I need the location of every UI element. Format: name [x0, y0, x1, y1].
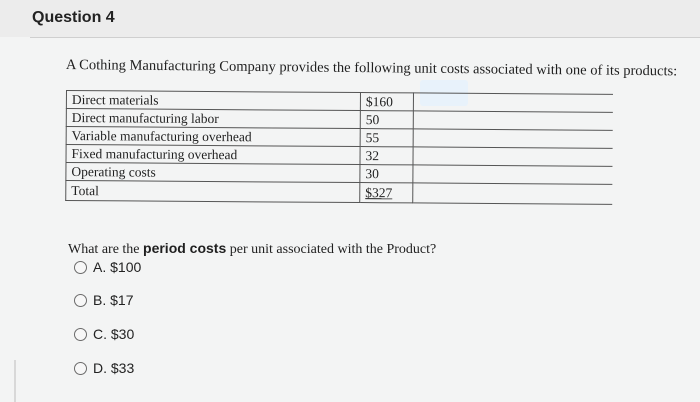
choice-letter: D. — [93, 360, 107, 376]
cost-label: Total — [65, 180, 360, 203]
cost-value: $160 — [360, 92, 414, 111]
unit-cost-table: Direct materials $160 Direct manufacturi… — [65, 90, 613, 205]
cost-value-total: $327 — [359, 182, 413, 203]
table-spacer — [413, 92, 613, 113]
choice-text: $33 — [110, 360, 135, 376]
table-spacer — [413, 128, 613, 149]
selection-highlight — [420, 80, 468, 106]
radio-icon[interactable] — [74, 293, 87, 307]
question-title: Question 4 — [32, 9, 115, 26]
cost-label: Fixed manufacturing overhead — [65, 144, 361, 165]
cost-value: 50 — [360, 110, 414, 129]
table-spacer — [412, 164, 613, 185]
choice-a[interactable]: A. $100 — [74, 259, 141, 275]
prompt-text: per unit associated with the Product? — [229, 242, 437, 257]
header-divider — [30, 37, 700, 38]
cost-value: 30 — [359, 164, 413, 183]
choice-d[interactable]: D. $33 — [74, 360, 134, 376]
left-edge-divider — [14, 360, 16, 402]
question-header — [0, 0, 700, 37]
choice-c[interactable]: C. $30 — [74, 326, 134, 342]
cost-value: 32 — [359, 146, 414, 165]
cost-value: 55 — [360, 128, 414, 147]
cost-label: Direct materials — [66, 90, 361, 111]
cost-label: Direct manufacturing labor — [66, 108, 361, 129]
table-spacer — [413, 110, 613, 131]
choice-letter: A. — [93, 259, 107, 275]
total-value: $327 — [365, 185, 393, 201]
prompt-emphasis: period costs — [143, 240, 227, 256]
radio-icon[interactable] — [74, 361, 87, 375]
choice-text: $17 — [110, 292, 134, 308]
choice-text: $30 — [110, 326, 135, 342]
table-spacer — [412, 146, 613, 167]
choice-letter: B. — [93, 292, 107, 308]
choice-b[interactable]: B. $17 — [74, 292, 133, 308]
question-intro: A Cothing Manufacturing Company provides… — [65, 57, 678, 80]
cost-label: Operating costs — [65, 162, 360, 183]
question-prompt: What are the period costs per unit assoc… — [68, 240, 436, 258]
choice-letter: C. — [93, 326, 107, 342]
choice-text: $100 — [110, 259, 142, 275]
table-row-total: Total $327 — [65, 180, 613, 205]
table-spacer — [412, 182, 613, 205]
radio-icon[interactable] — [74, 260, 87, 274]
radio-icon[interactable] — [74, 327, 87, 341]
prompt-text: What are the — [68, 242, 140, 257]
cost-label: Variable manufacturing overhead — [66, 126, 361, 147]
